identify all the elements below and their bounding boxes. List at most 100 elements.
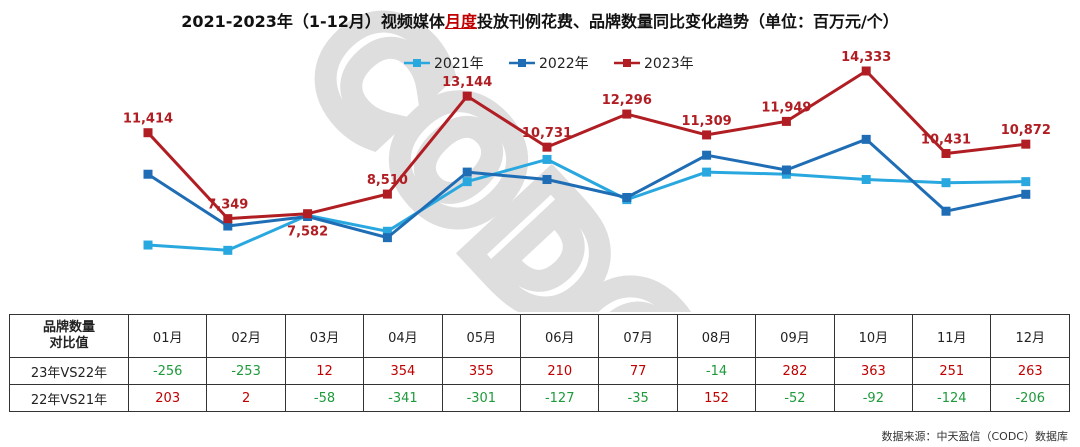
table-cell: 355 [441,357,522,385]
watermark-text: CODC [274,0,723,312]
table-month-header: 08月 [676,314,757,358]
table-corner-label: 品牌数量 对比值 [9,314,129,358]
table-cell: 354 [363,357,443,385]
data-point [622,109,632,119]
data-point [223,221,233,231]
table-month-header: 05月 [441,314,522,358]
table-month-header: 12月 [990,314,1070,358]
series-lines [143,66,1031,255]
data-point [781,116,791,126]
table-cell: 12 [284,357,365,385]
legend-item-2: 2022年 [509,56,589,72]
data-label: 11,414 [123,112,173,127]
table-cell: 77 [598,357,678,385]
data-point [941,206,951,216]
line-chart: CODC 2021年 2022年 2023年 11,414 7,349 7,582 8,5… [123,0,1051,312]
data-label: 11,309 [682,114,732,129]
table-cell: 363 [833,357,914,385]
data-source-note: 数据来源：中天盈信（CODC）数据库 [881,430,1069,443]
series-line [147,137,1027,240]
table-month-header: 10月 [833,314,914,358]
data-point [1021,177,1031,187]
table-cell: 2 [206,384,286,412]
data-point [143,128,153,138]
table-cell: -301 [441,384,522,412]
table-month-header: 04月 [363,314,443,358]
data-point [223,214,233,224]
data-point [781,165,791,175]
data-point [143,240,153,250]
data-label: 10,872 [1001,123,1051,138]
data-label: 8,510 [367,173,408,188]
legend-label: 2022年 [539,56,589,72]
data-point [542,142,552,152]
data-point [303,209,313,219]
table-cell: 203 [127,384,208,412]
series-line [147,157,1026,252]
row-label: 23年VS22年 [9,357,129,385]
table-month-header: 01月 [127,314,208,358]
brand-count-comparison-table: 品牌数量 对比值 01月 02月 03月 04月 05月 06月 07月 08月 09月 10月 11月… [9,314,1070,412]
table-cell: -14 [676,357,757,385]
table-month-header: 03月 [284,314,365,358]
data-point [1021,189,1031,199]
data-point [702,150,712,160]
data-point [382,233,392,243]
data-point [941,148,951,158]
data-point [462,91,472,101]
data-point [542,175,552,185]
chart-legend: 2021年 2022年 2023年 [404,56,694,72]
data-point [542,154,552,164]
data-point [861,66,871,76]
table-cell: -206 [990,384,1070,412]
table-row: 22年VS21年 203 2 -58 -341 -301 -127 -35 152 -52 -92-… [9,384,1070,412]
data-point [382,189,392,199]
data-point [143,169,153,179]
table-month-header: 02月 [206,314,286,358]
data-point [462,167,472,177]
data-labels: 11,414 7,349 7,582 8,510 13,144 10,731 12,296 1… [123,50,1051,240]
data-label: 12,296 [602,93,652,108]
table-cell: -124 [912,384,992,412]
table-month-header: 06月 [520,314,600,358]
table-cell: -92 [833,384,914,412]
table-cell: -127 [520,384,600,412]
data-label: 7,349 [207,198,248,213]
data-point [1021,139,1031,149]
table-month-header: 07月 [598,314,678,358]
data-label: 10,731 [522,126,572,141]
data-label: 10,431 [921,132,971,147]
series-line [146,69,1026,221]
table-cell: -341 [363,384,443,412]
legend-item-3: 2023年 [614,56,694,72]
table-cell: 282 [755,357,835,385]
data-label: 13,144 [442,75,492,90]
data-point [702,167,712,177]
table-row: 23年VS22年 -256 -253 12 354 355 210 77 -14 282 363 25… [9,357,1070,385]
data-point [861,175,871,185]
table-cell: -58 [284,384,365,412]
legend-item-1: 2021年 [404,56,484,72]
table-month-header: 11月 [912,314,992,358]
series-2023年 [143,66,1031,224]
data-point [861,134,871,144]
data-label: 11,949 [761,100,811,115]
legend-label: 2023年 [644,56,694,72]
data-point [622,192,632,202]
table-cell: -52 [755,384,835,412]
codc-watermark: CODC [263,0,734,312]
table-month-header: 09月 [755,314,835,358]
data-label: 14,333 [841,50,891,65]
table-cell: 210 [520,357,600,385]
legend-label: 2021年 [434,56,484,72]
table-cell: 251 [912,357,992,385]
table-cell: -253 [206,357,286,385]
data-point [462,177,472,187]
data-point [941,178,951,188]
chart-title: 2021-2023年（1-12月）视频媒体月度投放刊例花费、品牌数量同比变化趋势… [181,12,899,31]
row-label: 22年VS21年 [9,384,129,412]
data-label: 7,582 [287,225,328,240]
data-point [223,245,233,255]
series-2022年 [143,134,1031,243]
table-cell: 263 [990,357,1070,385]
